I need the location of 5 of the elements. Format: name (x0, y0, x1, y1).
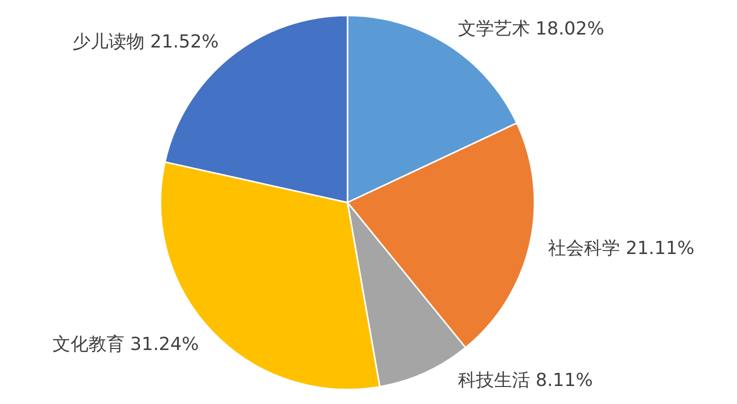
slice-label: 科技生活 8.11% (458, 370, 593, 391)
slice-label: 文学艺术 18.02% (458, 18, 604, 40)
slice-label: 文化教育 31.24% (52, 334, 199, 356)
slice-label: 少儿读物 21.52% (72, 32, 219, 53)
slice-label: 社会科学 21.11% (548, 238, 694, 259)
